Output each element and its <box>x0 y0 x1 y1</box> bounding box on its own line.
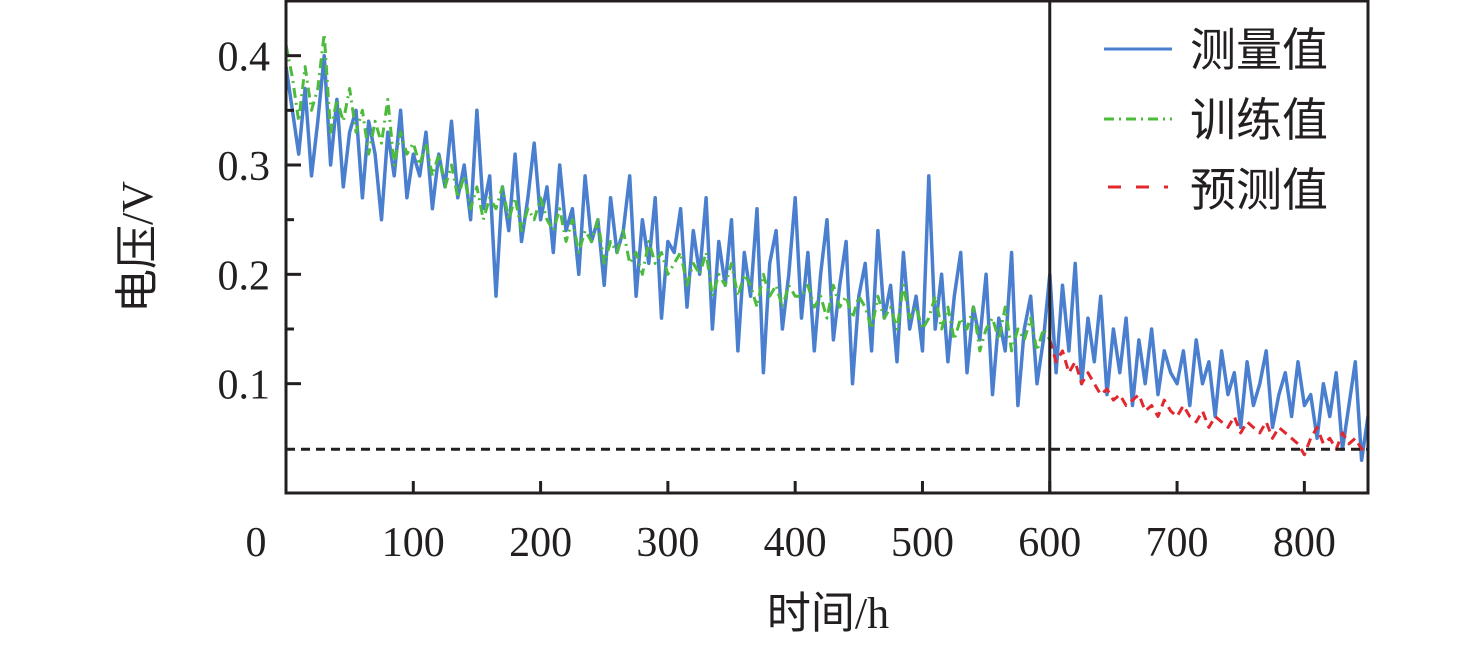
x-tick-label: 600 <box>1018 520 1081 566</box>
y-tick-label: 0.1 <box>218 363 271 409</box>
x-axis-title: 时间/h <box>767 589 889 638</box>
series-layer <box>284 32 1370 462</box>
series-predicted-line <box>1048 339 1369 457</box>
legend-label-predicted: 预测值 <box>1190 165 1328 216</box>
series-measured-line <box>284 53 1370 462</box>
x-tick-label: 800 <box>1273 520 1336 566</box>
x-tick-label: 300 <box>636 520 699 566</box>
annotation-layer <box>286 1 1368 493</box>
x-tick-label: 700 <box>1146 520 1209 566</box>
y-axis-title: 电压/V <box>113 181 162 313</box>
y-tick-label: 0.2 <box>218 253 271 299</box>
x-tick-label: 0 <box>246 520 267 566</box>
series-training-line <box>284 32 1052 353</box>
y-tick-label: 0.3 <box>218 144 271 190</box>
x-tick-label: 200 <box>509 520 572 566</box>
legend-label-measured: 测量值 <box>1190 25 1328 76</box>
x-tick-label: 400 <box>764 520 827 566</box>
legend: 测量值 训练值 预测值 <box>1104 25 1328 216</box>
legend-label-training: 训练值 <box>1190 95 1328 146</box>
tick-layer: 0 100 200 300 400 500 600 700 800 0.1 0.2 0.3 0.4 <box>218 35 1336 566</box>
y-tick-label: 0.4 <box>218 35 271 81</box>
x-tick-label: 100 <box>382 520 445 566</box>
plot-frame <box>284 0 1370 495</box>
x-tick-label: 500 <box>891 520 954 566</box>
